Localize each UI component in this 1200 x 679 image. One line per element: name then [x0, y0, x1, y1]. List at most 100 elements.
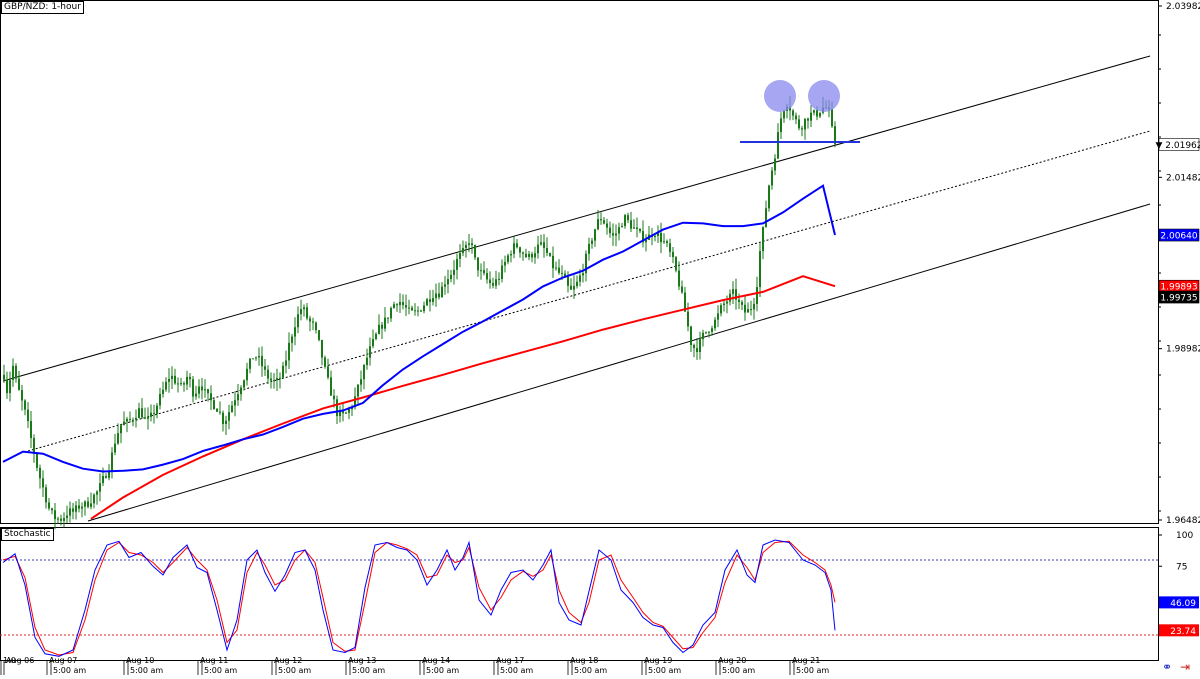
candle-body — [300, 309, 302, 314]
candle-body — [555, 268, 557, 269]
sma-fast-line — [3, 186, 835, 472]
candle-body — [276, 378, 278, 380]
stoch-k-line — [3, 540, 835, 656]
candle-body — [225, 421, 227, 424]
double-top-marker-left — [764, 80, 796, 112]
candle-body — [348, 409, 350, 413]
time-tick-label: 5:00 am — [278, 666, 311, 675]
price-badge-label: 1.99735 — [1160, 294, 1197, 304]
candle-body — [522, 253, 524, 254]
candle-body — [516, 243, 518, 247]
candle-body — [423, 305, 425, 311]
candle-body — [45, 487, 47, 502]
candle-body — [120, 425, 122, 433]
sma-slow-line — [91, 276, 835, 519]
candle-body — [12, 366, 14, 380]
candle-body — [603, 220, 605, 223]
candle-body — [636, 227, 638, 229]
candle-body — [468, 243, 470, 245]
price-tick-label: 1.98982 — [1166, 345, 1200, 355]
scroll-right-icon[interactable]: ⇥ — [1180, 661, 1190, 674]
candle-body — [681, 286, 683, 292]
candles-layer — [3, 96, 836, 529]
stochastic-panel-frame — [1, 528, 1159, 661]
candle-body — [459, 253, 461, 259]
candle-body — [618, 227, 620, 233]
candle-body — [93, 495, 95, 504]
candle-body — [321, 340, 323, 358]
candle-body — [720, 305, 722, 313]
chart-title: GBP/NZD: 1-hour — [1, 1, 84, 14]
candle-body — [357, 385, 359, 397]
candle-body — [51, 508, 53, 510]
candle-body — [366, 358, 368, 365]
candle-body — [699, 339, 701, 352]
candle-body — [510, 254, 512, 255]
candle-body — [591, 241, 593, 244]
candle-body — [399, 302, 401, 305]
candle-body — [216, 409, 218, 412]
candle-body — [582, 273, 584, 275]
candle-body — [486, 273, 488, 279]
candle-body — [24, 400, 26, 409]
candle-body — [363, 365, 365, 379]
candle-body — [66, 516, 68, 518]
candle-body — [726, 301, 728, 303]
candle-body — [327, 366, 329, 377]
candle-body — [741, 302, 743, 305]
candle-body — [672, 252, 674, 257]
double-top-marker-right — [808, 80, 840, 112]
candle-body — [294, 327, 296, 336]
candle-body — [375, 334, 377, 339]
candle-body — [384, 318, 386, 329]
candle-body — [792, 111, 794, 116]
channel-layer — [3, 56, 1150, 521]
time-tick-label: Aug 17 — [496, 656, 524, 665]
candle-body — [612, 233, 614, 235]
price-tick-label: 2.03982 — [1166, 2, 1200, 12]
candle-body — [378, 325, 380, 334]
time-tick-label: Aug 21 — [792, 656, 820, 665]
candle-body — [279, 378, 281, 379]
candle-body — [597, 219, 599, 229]
candle-body — [75, 505, 77, 511]
candle-body — [717, 313, 719, 319]
time-tick-label: Aug 11 — [200, 656, 228, 665]
candle-body — [528, 254, 530, 257]
time-tick-label: Aug 13 — [348, 656, 376, 665]
candle-body — [594, 229, 596, 240]
time-tick-label: 5:00 am — [574, 666, 607, 675]
time-tick-label: 5:00 am — [648, 666, 681, 675]
candle-body — [117, 433, 119, 443]
time-tick-label: 5:00 am — [53, 666, 86, 675]
candle-body — [771, 170, 773, 185]
candle-body — [807, 119, 809, 121]
candle-body — [507, 255, 509, 262]
candle-body — [336, 399, 338, 416]
candle-body — [87, 501, 89, 506]
candle-body — [261, 356, 263, 366]
candle-body — [123, 422, 125, 426]
candle-body — [210, 393, 212, 400]
link-icon[interactable]: ⚭ — [1162, 661, 1172, 674]
candle-body — [609, 228, 611, 234]
candle-body — [30, 421, 32, 438]
candle-body — [102, 476, 104, 483]
candle-body — [540, 242, 542, 244]
candle-body — [420, 310, 422, 311]
candle-body — [312, 321, 314, 322]
candle-body — [396, 304, 398, 305]
candle-body — [447, 279, 449, 284]
candle-body — [192, 379, 194, 396]
candle-body — [654, 236, 656, 237]
candle-body — [387, 318, 389, 319]
candle-body — [519, 247, 521, 252]
candle-body — [339, 412, 341, 417]
candle-body — [450, 275, 452, 279]
candle-body — [687, 312, 689, 327]
candle-body — [78, 505, 80, 508]
candle-body — [15, 366, 17, 379]
